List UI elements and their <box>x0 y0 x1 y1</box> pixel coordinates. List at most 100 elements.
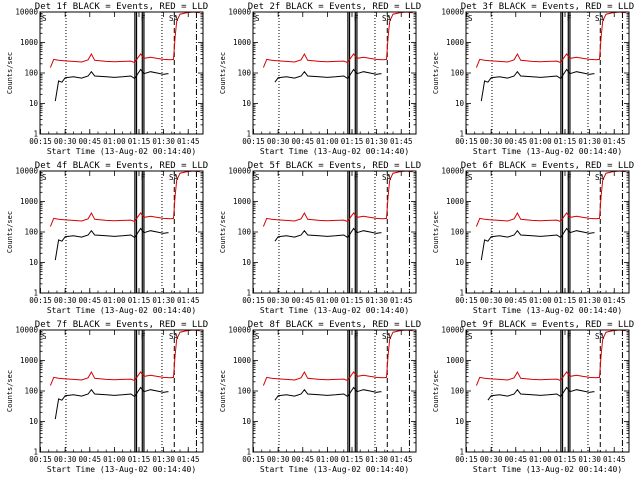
x-axis-label: Start Time (13-Aug-02 00:14:40) <box>473 465 622 474</box>
y-tick-label: 1 <box>246 448 251 457</box>
y-axis-label: Counts/sec <box>6 52 14 94</box>
x-tick-label: 01:45 <box>603 296 626 305</box>
x-tick-label: 00:15 <box>242 296 265 305</box>
x-tick-label: 00:15 <box>455 455 478 464</box>
y-tick-label: 1000 <box>233 38 252 47</box>
x-tick-label: 00:30 <box>54 296 77 305</box>
x-tick-label: 01:15 <box>128 296 151 305</box>
x-tick-label: 01:30 <box>152 296 175 305</box>
panel-title: Det 9f BLACK = Events, RED = LLD <box>461 320 634 330</box>
series-events-line <box>487 386 595 401</box>
x-tick-label: 01:45 <box>603 137 626 146</box>
plot-area <box>49 12 200 134</box>
series-lld-line <box>49 330 200 386</box>
series-lld-line <box>475 330 626 386</box>
flag-label-left: S <box>42 173 47 182</box>
y-tick-label: 1000 <box>20 356 39 365</box>
flag-label-mid: F <box>141 14 146 23</box>
x-tick-label: 01:45 <box>177 455 200 464</box>
series-lld-line <box>49 171 200 227</box>
x-tick-label: 01:15 <box>128 137 151 146</box>
y-tick-label: 10000 <box>228 167 251 176</box>
plot-area <box>262 330 413 452</box>
flag-label-left: S <box>468 173 473 182</box>
x-tick-label: 00:15 <box>242 137 265 146</box>
y-tick-label: 1 <box>246 130 251 139</box>
x-tick-label: 00:30 <box>267 137 290 146</box>
x-tick-label: 01:30 <box>152 137 175 146</box>
series-lld-line <box>475 171 626 227</box>
flag-label-left: S <box>42 332 47 341</box>
series-events-line <box>54 386 169 420</box>
flag-label-right: SA <box>595 173 605 182</box>
panel-title: Det 1f BLACK = Events, RED = LLD <box>35 2 208 12</box>
panel-title: Det 3f BLACK = Events, RED = LLD <box>461 2 634 12</box>
x-tick-label: 01:30 <box>152 455 175 464</box>
flag-label-mid: F <box>354 332 359 341</box>
y-tick-label: 100 <box>450 387 464 396</box>
x-axis-label: Start Time (13-Aug-02 00:14:40) <box>47 306 196 315</box>
x-tick-label: 01:30 <box>365 137 388 146</box>
x-tick-label: 00:15 <box>29 296 52 305</box>
flag-label-left: S <box>255 332 260 341</box>
panel-frame <box>465 11 630 135</box>
series-events-line <box>274 386 382 401</box>
x-axis-label: Start Time (13-Aug-02 00:14:40) <box>260 147 409 156</box>
y-tick-label: 1 <box>33 448 38 457</box>
chart-panel-6: Det 6f BLACK = Events, RED = LLD Counts/s… <box>432 161 634 315</box>
y-tick-label: 10 <box>29 258 39 267</box>
y-tick-label: 10 <box>242 99 252 108</box>
series-lld-line <box>262 12 413 68</box>
y-tick-label: 10000 <box>15 167 38 176</box>
x-axis-label: Start Time (13-Aug-02 00:14:40) <box>260 306 409 315</box>
y-tick-label: 1 <box>33 130 38 139</box>
x-tick-label: 00:30 <box>267 296 290 305</box>
series-events-line <box>54 68 169 102</box>
y-tick-label: 10000 <box>441 8 464 17</box>
chart-panel-3: Det 3f BLACK = Events, RED = LLD Counts/s… <box>432 2 634 156</box>
x-tick-label: 01:45 <box>177 137 200 146</box>
y-tick-label: 10 <box>242 417 252 426</box>
x-tick-label: 01:30 <box>365 455 388 464</box>
plot-area <box>475 12 626 134</box>
panel-title: Det 6f BLACK = Events, RED = LLD <box>461 161 634 171</box>
panel-frame <box>39 170 204 294</box>
flag-label-left: S <box>255 173 260 182</box>
panel-title: Det 5f BLACK = Events, RED = LLD <box>248 161 421 171</box>
flag-label-mid: F <box>141 173 146 182</box>
x-tick-label: 00:30 <box>480 296 503 305</box>
x-tick-label: 00:30 <box>54 137 77 146</box>
panel-frame <box>252 11 417 135</box>
x-tick-label: 00:45 <box>78 455 101 464</box>
x-tick-label: 00:45 <box>291 296 314 305</box>
x-tick-label: 00:45 <box>291 455 314 464</box>
y-tick-label: 10000 <box>441 167 464 176</box>
y-tick-label: 100 <box>237 387 251 396</box>
y-tick-label: 100 <box>450 69 464 78</box>
chart-panel-8: Det 8f BLACK = Events, RED = LLD Counts/s… <box>219 320 421 474</box>
series-lld-line <box>475 12 626 68</box>
plot-area <box>262 171 413 293</box>
x-tick-label: 01:00 <box>103 137 126 146</box>
y-tick-label: 10000 <box>441 326 464 335</box>
x-axis-label: Start Time (13-Aug-02 00:14:40) <box>473 306 622 315</box>
flag-label-left: S <box>468 14 473 23</box>
flag-label-left: S <box>255 14 260 23</box>
x-axis-label: Start Time (13-Aug-02 00:14:40) <box>473 147 622 156</box>
flag-label-mid: F <box>567 332 572 341</box>
x-tick-label: 00:30 <box>54 455 77 464</box>
x-tick-label: 00:30 <box>267 455 290 464</box>
panel-frame <box>465 329 630 453</box>
flag-label-mid: F <box>354 14 359 23</box>
y-axis-label: Counts/sec <box>219 211 227 253</box>
series-events-line <box>480 227 595 261</box>
plot-area <box>262 12 413 134</box>
x-axis-label: Start Time (13-Aug-02 00:14:40) <box>47 465 196 474</box>
x-tick-label: 01:45 <box>177 296 200 305</box>
panel-title: Det 4f BLACK = Events, RED = LLD <box>35 161 208 171</box>
x-tick-label: 01:30 <box>365 296 388 305</box>
x-tick-label: 01:15 <box>554 137 577 146</box>
flag-label-mid: F <box>567 173 572 182</box>
panel-title: Det 2f BLACK = Events, RED = LLD <box>248 2 421 12</box>
